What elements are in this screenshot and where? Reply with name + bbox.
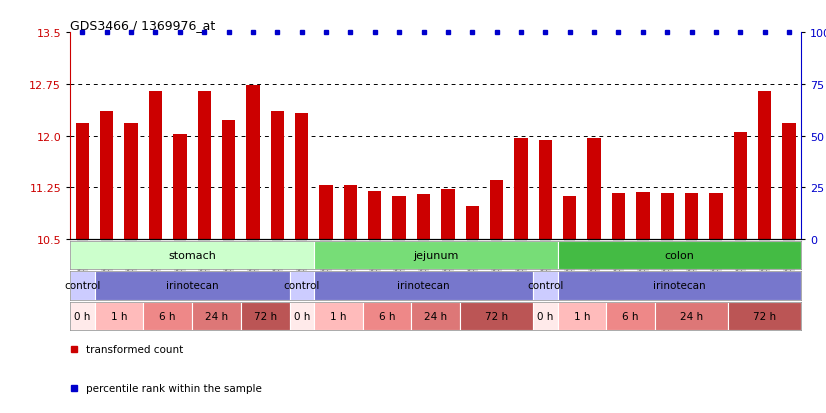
Text: 72 h: 72 h (485, 311, 508, 321)
Bar (534, 302, 558, 330)
Bar (197, 92, 211, 240)
Bar (144, 302, 192, 330)
Bar (655, 302, 729, 330)
Bar (320, 186, 333, 240)
Bar (539, 141, 552, 240)
Text: GDS3466 / 1369976_at: GDS3466 / 1369976_at (70, 19, 216, 32)
Bar (94, 302, 144, 330)
Text: control: control (64, 281, 101, 291)
Bar (606, 302, 655, 330)
Bar (558, 272, 801, 300)
Bar (100, 112, 113, 240)
Bar (76, 124, 89, 240)
Bar (70, 272, 95, 300)
Bar (222, 121, 235, 240)
Text: control: control (283, 281, 320, 291)
Bar (368, 191, 382, 240)
Bar (636, 193, 649, 240)
Bar (392, 197, 406, 240)
Text: 72 h: 72 h (254, 311, 277, 321)
Bar (685, 193, 698, 240)
Bar (70, 242, 314, 270)
Bar (173, 134, 187, 240)
Bar (710, 193, 723, 240)
Text: irinotecan: irinotecan (166, 281, 218, 291)
Text: 24 h: 24 h (205, 311, 228, 321)
Bar (290, 272, 314, 300)
Text: irinotecan: irinotecan (653, 281, 705, 291)
Text: 1 h: 1 h (574, 311, 590, 321)
Bar (125, 123, 138, 240)
Bar (149, 92, 162, 240)
Bar (314, 242, 558, 270)
Bar (758, 92, 771, 240)
Bar (314, 272, 534, 300)
Bar (563, 197, 577, 240)
Text: 0 h: 0 h (74, 311, 91, 321)
Text: 72 h: 72 h (753, 311, 776, 321)
Text: 24 h: 24 h (425, 311, 447, 321)
Bar (241, 302, 289, 330)
Text: 24 h: 24 h (680, 311, 703, 321)
Text: jejunum: jejunum (413, 251, 458, 261)
Bar (314, 302, 363, 330)
Bar (733, 133, 747, 240)
Text: 6 h: 6 h (623, 311, 638, 321)
Text: irinotecan: irinotecan (397, 281, 450, 291)
Text: transformed count: transformed count (86, 344, 183, 354)
Bar (460, 302, 534, 330)
Text: colon: colon (664, 251, 695, 261)
Bar (344, 186, 357, 240)
Text: 1 h: 1 h (330, 311, 346, 321)
Bar (94, 272, 290, 300)
Bar (534, 272, 558, 300)
Bar (417, 195, 430, 240)
Bar (782, 124, 795, 240)
Text: stomach: stomach (169, 251, 216, 261)
Bar (466, 206, 479, 240)
Bar (558, 302, 606, 330)
Bar (612, 193, 625, 240)
Text: control: control (527, 281, 563, 291)
Bar (490, 181, 503, 240)
Bar (271, 112, 284, 240)
Bar (70, 302, 95, 330)
Text: 6 h: 6 h (159, 311, 176, 321)
Bar (661, 193, 674, 240)
Bar (515, 138, 528, 240)
Bar (441, 190, 454, 240)
Text: 6 h: 6 h (379, 311, 395, 321)
Bar (290, 302, 314, 330)
Bar (246, 86, 259, 240)
Bar (587, 138, 601, 240)
Text: 0 h: 0 h (537, 311, 553, 321)
Bar (729, 302, 801, 330)
Text: percentile rank within the sample: percentile rank within the sample (86, 383, 262, 393)
Text: 1 h: 1 h (111, 311, 127, 321)
Bar (558, 242, 801, 270)
Bar (411, 302, 460, 330)
Bar (192, 302, 241, 330)
Bar (363, 302, 411, 330)
Text: 0 h: 0 h (293, 311, 310, 321)
Bar (295, 114, 308, 240)
